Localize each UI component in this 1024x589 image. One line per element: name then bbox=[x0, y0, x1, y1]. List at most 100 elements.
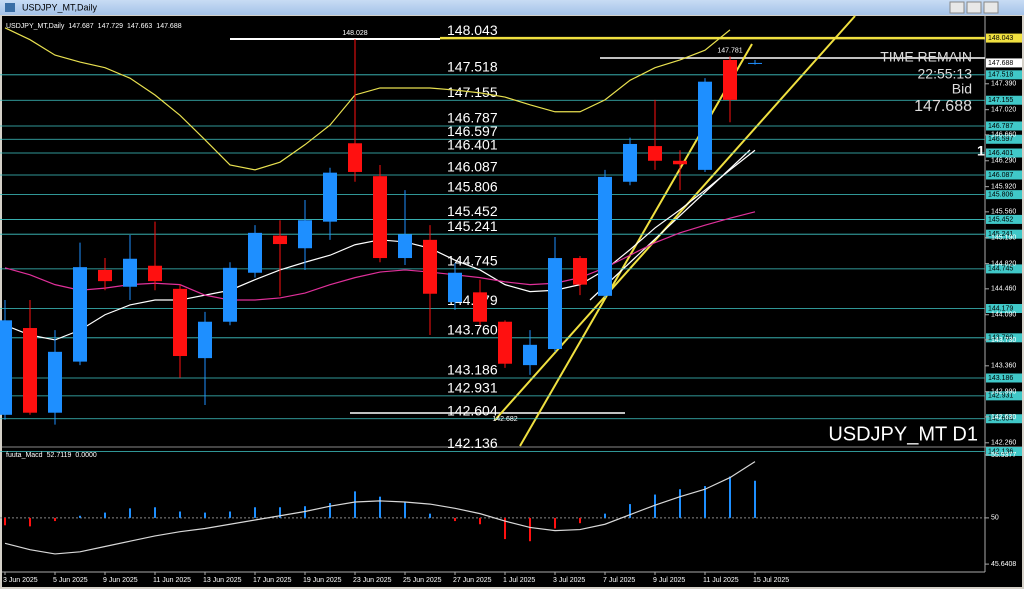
level-axis-label: 147.155 bbox=[988, 97, 1013, 104]
level-label: 146.597 bbox=[447, 123, 498, 139]
title-bar bbox=[0, 0, 1024, 15]
level-axis-label: 144.745 bbox=[988, 266, 1013, 273]
time-remain: 22:55:13 bbox=[918, 66, 973, 82]
macd-reading: 52.7119 bbox=[47, 452, 72, 459]
x-tick-label: 19 Jun 2025 bbox=[303, 577, 342, 584]
time-remain-label: TIME REMAIN bbox=[880, 49, 972, 65]
candle-body bbox=[448, 272, 462, 303]
x-tick-label: 11 Jun 2025 bbox=[153, 577, 191, 584]
trend-line bbox=[494, 15, 856, 421]
level-axis-label: 143.760 bbox=[988, 335, 1013, 342]
moving-average bbox=[4, 27, 731, 171]
candle-body bbox=[623, 143, 637, 182]
bid: 147.688 bbox=[914, 98, 972, 115]
level-axis-label: 142.136 bbox=[988, 448, 1013, 455]
y-tick-label: 142.630 bbox=[991, 414, 1016, 421]
level-label: 146.087 bbox=[447, 159, 498, 175]
candle-body bbox=[473, 292, 487, 322]
candle-body bbox=[98, 269, 112, 282]
level-axis-box bbox=[986, 446, 1022, 456]
candle-body bbox=[748, 62, 762, 64]
level-axis-box bbox=[986, 214, 1022, 224]
level-axis-box bbox=[986, 391, 1022, 401]
candle-body bbox=[723, 59, 737, 100]
close-button[interactable] bbox=[983, 1, 999, 14]
candle-body bbox=[248, 232, 262, 273]
level-axis-box bbox=[986, 190, 1022, 200]
candle-body bbox=[423, 239, 437, 294]
x-tick-label: 25 Jun 2025 bbox=[403, 577, 442, 584]
level-label: 143.186 bbox=[447, 362, 498, 378]
candle-body bbox=[73, 267, 87, 362]
level-label: 146.787 bbox=[447, 110, 498, 126]
window-buttons bbox=[949, 1, 999, 14]
level-axis-box bbox=[986, 304, 1022, 314]
level-label: 145.241 bbox=[447, 218, 498, 234]
level-axis-box bbox=[986, 229, 1022, 239]
y-tick-label: 145.920 bbox=[991, 184, 1016, 191]
level-axis-label: 145.241 bbox=[988, 231, 1013, 238]
x-tick-label: 15 Jul 2025 bbox=[753, 577, 789, 584]
y-tick-label: 144.820 bbox=[991, 260, 1016, 267]
candle-body bbox=[148, 265, 162, 282]
candle-body bbox=[198, 321, 212, 359]
bid-label: Bid bbox=[952, 81, 972, 97]
level-axis-box bbox=[986, 70, 1022, 80]
chart-header: USDJPY_MT,Daily 147.687 147.729 147.663 147.… bbox=[6, 23, 182, 30]
y-tick-label: 144.460 bbox=[991, 286, 1016, 293]
chart-background bbox=[2, 16, 1022, 587]
candle-body bbox=[498, 321, 512, 364]
level-axis-box bbox=[986, 33, 1022, 43]
minimize-button[interactable] bbox=[949, 1, 965, 14]
y-tick-label: 142.990 bbox=[991, 389, 1016, 396]
y-tick-label: 144.090 bbox=[991, 312, 1016, 319]
x-tick-label: 5 Jun 2025 bbox=[53, 577, 88, 584]
y-tick-label: 147.020 bbox=[991, 107, 1016, 114]
high-label: 148.028 bbox=[342, 30, 367, 37]
high-label: 147.781 bbox=[717, 47, 742, 54]
candle-body bbox=[48, 351, 62, 413]
header-open: 147.687 bbox=[68, 23, 93, 30]
x-tick-label: 9 Jul 2025 bbox=[653, 577, 685, 584]
x-tick-label: 9 Jun 2025 bbox=[103, 577, 138, 584]
candle-body bbox=[573, 258, 587, 285]
window-title: USDJPY_MT,Daily bbox=[22, 2, 98, 12]
y-tick-label: 147.390 bbox=[991, 81, 1016, 88]
level-axis-label: 146.787 bbox=[988, 123, 1013, 130]
candle-body bbox=[273, 235, 287, 245]
maximize-button[interactable] bbox=[966, 1, 982, 14]
macd-name: fuuta_Macd bbox=[6, 452, 43, 459]
y-tick-label: 143.730 bbox=[991, 337, 1016, 344]
candle-body bbox=[23, 328, 37, 413]
candle-body bbox=[598, 176, 612, 296]
symbol-label: USDJPY_MT D1 bbox=[828, 423, 978, 445]
macd-reading: 0.0000 bbox=[75, 452, 97, 459]
current-price-label: 147.688 bbox=[988, 60, 1013, 67]
window-icon bbox=[5, 3, 15, 12]
candle-body bbox=[323, 172, 337, 222]
level-axis-box bbox=[986, 170, 1022, 180]
x-tick-label: 3 Jul 2025 bbox=[553, 577, 585, 584]
candle-body bbox=[298, 220, 312, 249]
header-high: 147.729 bbox=[98, 23, 123, 30]
macd-y-tick-label: 55.9377 bbox=[991, 452, 1016, 459]
current-price-box bbox=[986, 58, 1022, 68]
level-axis-box bbox=[986, 333, 1022, 343]
candle-body bbox=[223, 267, 237, 322]
level-axis-label: 145.452 bbox=[988, 216, 1013, 223]
level-axis-label: 144.179 bbox=[988, 305, 1013, 312]
level-axis-box bbox=[986, 95, 1022, 105]
level-axis-box bbox=[986, 134, 1022, 144]
y-tick-label: 143.360 bbox=[991, 363, 1016, 370]
y-tick-label: 142.260 bbox=[991, 440, 1016, 447]
header-symbol: USDJPY_MT,Daily bbox=[6, 23, 65, 30]
candle-body bbox=[398, 234, 412, 259]
level-axis-label: 146.087 bbox=[988, 172, 1013, 179]
candle-body bbox=[698, 81, 712, 170]
x-tick-label: 1 Jul 2025 bbox=[503, 577, 535, 584]
marker: 1 bbox=[977, 143, 985, 159]
macd-label: fuuta_Macd 52.7119 0.0000 bbox=[6, 452, 97, 459]
level-axis-box bbox=[986, 414, 1022, 424]
macd-y-tick-label: 45.6408 bbox=[991, 561, 1016, 568]
